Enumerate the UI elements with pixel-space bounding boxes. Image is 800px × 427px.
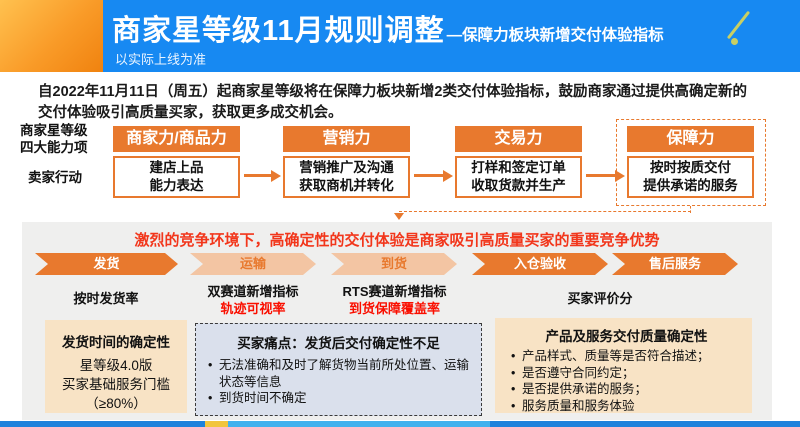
- list-item: 无法准确和及时了解货物当前所处位置、运输状态等信息: [206, 357, 471, 390]
- bottom-accent-bar: [0, 421, 800, 427]
- connector-dashed-horizontal: [399, 211, 691, 212]
- list-item: 是否提供承诺的服务；: [509, 381, 744, 398]
- stage-chevron-aftersale: 售后服务: [612, 253, 738, 275]
- buyer-painpoint-box: 买家痛点：发货后交付确定性不足 无法准确和及时了解货物当前所处位置、运输状态等信…: [195, 323, 482, 416]
- list-item: 服务质量和服务体验: [509, 398, 744, 415]
- panel-headline: 激烈的竞争环境下，高确定性的交付体验是商家吸引高质量买家的重要竞争优势: [134, 232, 660, 249]
- connector-dashed-vertical: [690, 206, 691, 213]
- header-note: 以实际上线为准: [115, 52, 207, 67]
- box-title: 产品及服务交付质量确定性: [545, 329, 708, 344]
- list-item: 产品样式、质量等是否符合描述；: [509, 348, 744, 365]
- metric-label: 买家评价分: [567, 291, 633, 306]
- list-item: 到货时间不确定: [206, 390, 471, 407]
- connector-arrow-down-icon: [394, 213, 404, 220]
- metric-label: RTS赛道新增指标: [342, 284, 447, 299]
- metric-label: 双赛道新增指标: [207, 284, 299, 299]
- capability-header-marketing: 营销力: [283, 126, 410, 152]
- capability-body-trade: 打样和签定订单 收取货款并生产: [455, 156, 582, 198]
- metric-new-indicator: 轨迹可视率: [220, 301, 286, 316]
- flow-arrow-icon: [414, 169, 453, 182]
- decorative-line: [726, 10, 751, 40]
- metric-label: 按时发货率: [73, 291, 139, 306]
- metric-buyer-rating: 买家评价分: [520, 290, 680, 307]
- stage-chevron-transport: 运输: [190, 253, 316, 275]
- painpoint-list: 无法准确和及时了解货物当前所处位置、运输状态等信息 到货时间不确定: [206, 357, 471, 407]
- ship-time-box: 发货时间的确定性 星等级4.0版 买家基础服务门槛 （≥80%）: [45, 320, 187, 413]
- guarantee-highlight-frame: [616, 119, 766, 206]
- page-title: 商家星等级11月规则调整: [112, 15, 445, 47]
- capability-body-marketing: 营销推广及沟通 获取商机并转化: [283, 156, 410, 198]
- intro-paragraph: 自2022年11月11日（周五）起商家星等级将在保障力板块新增2类交付体验指标，…: [38, 84, 747, 121]
- capability-header-trade: 交易力: [455, 126, 582, 152]
- slide-header: [0, 0, 800, 72]
- stage-chevron-arrival: 到货: [331, 253, 457, 275]
- metric-track-visibility: 双赛道新增指标 轨迹可视率: [183, 283, 323, 317]
- title-row: 商家星等级11月规则调整 —保障力板块新增交付体验指标: [112, 7, 664, 49]
- flow-arrow-icon: [586, 169, 625, 182]
- stage-chevron-inspection: 入仓验收: [472, 253, 608, 275]
- box-title: 发货时间的确定性: [62, 335, 170, 350]
- page-subtitle: —保障力板块新增交付体验指标: [446, 27, 664, 44]
- metric-ontime-ship: 按时发货率: [40, 290, 172, 307]
- box-title: 买家痛点：发货后交付确定性不足: [237, 336, 440, 351]
- box-body: 星等级4.0版 买家基础服务门槛 （≥80%）: [62, 358, 170, 411]
- list-item: 是否遵守合同约定；: [509, 365, 744, 382]
- metric-new-indicator: 到货保障覆盖率: [348, 301, 440, 316]
- quality-certainty-box: 产品及服务交付质量确定性 产品样式、质量等是否符合描述； 是否遵守合同约定； 是…: [495, 318, 752, 414]
- capability-header-merchant: 商家力/商品力: [113, 126, 240, 152]
- flow-arrow-icon: [244, 169, 281, 182]
- capability-body-guarantee: 按时按质交付 提供承诺的服务: [627, 156, 754, 198]
- capability-body-merchant: 建店上品 能力表达: [113, 156, 240, 198]
- row-label-seller-action: 卖家行动: [28, 170, 82, 185]
- stage-chevron-ship: 发货: [35, 253, 178, 275]
- quality-list: 产品样式、质量等是否符合描述； 是否遵守合同约定； 是否提供承诺的服务； 服务质…: [509, 348, 744, 414]
- metric-arrival-guarantee: RTS赛道新增指标 到货保障覆盖率: [322, 283, 467, 317]
- capability-header-guarantee: 保障力: [627, 126, 754, 152]
- row-label-capabilities: 商家星等级 四大能力项: [20, 123, 88, 155]
- corner-accent: [0, 0, 103, 72]
- decorative-dot: [731, 38, 738, 45]
